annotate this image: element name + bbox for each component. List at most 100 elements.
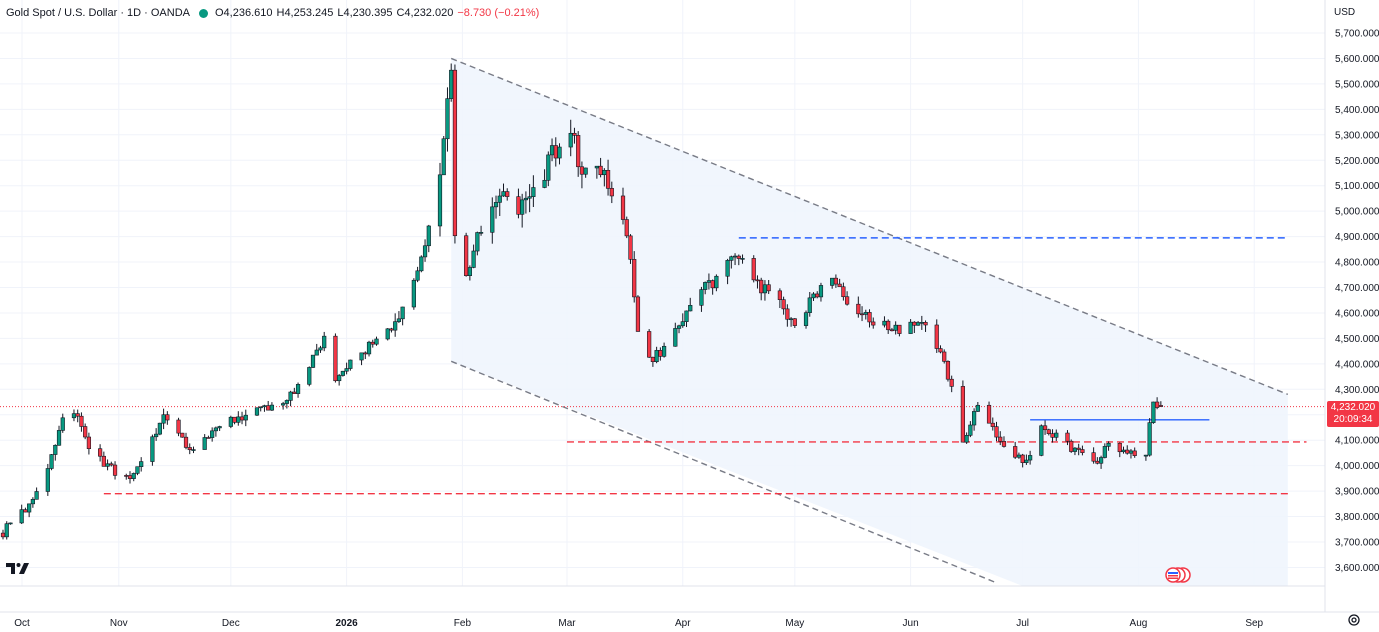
candle-down (949, 378, 954, 387)
candle-up (493, 202, 499, 208)
economic-events-icon[interactable] (1163, 567, 1199, 583)
candle-up (546, 154, 551, 181)
time-tick-label: May (785, 618, 804, 629)
candle-up (490, 206, 495, 233)
price-tick-label: 4,100.000 (1335, 436, 1379, 447)
candle-down (1065, 432, 1070, 442)
candle-down (1091, 452, 1096, 462)
candle-up (684, 310, 689, 322)
candle-up (400, 306, 405, 320)
candle-up (314, 349, 319, 356)
candle-up (1121, 449, 1126, 453)
price-tick-label: 3,600.000 (1335, 563, 1379, 574)
candle-up (419, 256, 424, 272)
candle-down (75, 413, 80, 417)
candle-down (751, 258, 756, 281)
candle-down (0, 532, 6, 538)
candle-down (1095, 460, 1100, 464)
candle-down (736, 255, 741, 259)
candle-down (841, 286, 846, 298)
candle-down (628, 235, 633, 260)
candle-up (269, 404, 275, 411)
time-axis[interactable]: Oct Nov Dec 2026 Feb Mar Apr May Jun Jul Aug Sep (0, 585, 1379, 629)
price-tick-label: 5,500.000 (1335, 79, 1379, 90)
candle-down (1050, 433, 1055, 438)
price-tick-label: 5,700.000 (1335, 29, 1379, 40)
candle-down (505, 191, 510, 197)
candle-up (542, 179, 547, 188)
candle-down (859, 313, 865, 316)
candle-up (830, 277, 835, 286)
time-tick-label: Jun (903, 618, 919, 629)
candle-up (243, 414, 248, 421)
time-tick-label: Aug (1130, 618, 1148, 629)
candle-up (56, 430, 62, 446)
candle-up (762, 284, 768, 294)
candle-down (994, 426, 999, 438)
candle-up (688, 305, 693, 312)
candle-up (34, 491, 39, 500)
candle-down (867, 312, 872, 323)
candle-up (411, 279, 416, 308)
candle-up (281, 403, 286, 406)
time-tick-label: Dec (222, 618, 240, 629)
candle-up (8, 522, 13, 525)
candle-up (964, 435, 969, 443)
candle-up (422, 245, 428, 258)
time-tick-label: Sep (1245, 618, 1263, 629)
candle-down (923, 322, 928, 326)
candle-up (740, 258, 745, 260)
candle-up (1128, 450, 1134, 454)
candle-up (661, 345, 667, 357)
candle-up (318, 347, 323, 351)
candle-up (568, 132, 573, 148)
candle-up (154, 433, 159, 438)
candle-up (893, 324, 898, 331)
candle-down (755, 279, 760, 282)
drawing-tools[interactable] (0, 57, 1325, 586)
candle-down (576, 135, 581, 168)
candle-down (624, 219, 629, 237)
candle-up (703, 282, 708, 290)
symbol-title[interactable]: Gold Spot / U.S. Dollar · 1D · OANDA (6, 7, 190, 19)
candle-up (449, 69, 454, 99)
candle-down (897, 324, 902, 334)
candle-up (501, 191, 506, 197)
legend-open: O4,236.610 (215, 7, 273, 19)
candle-up (706, 280, 712, 283)
candle-down (1158, 405, 1163, 407)
candle-up (475, 232, 480, 252)
candle-up (426, 225, 431, 247)
candle-up (1106, 442, 1111, 447)
candle-down (1132, 450, 1137, 456)
settings-gear-icon[interactable] (1347, 613, 1361, 627)
candle-down (766, 284, 771, 292)
candle-up (811, 293, 816, 299)
price-tick-label: 5,200.000 (1335, 156, 1379, 167)
candle-up (602, 169, 607, 176)
candle-down (83, 426, 88, 438)
candle-down (960, 386, 965, 443)
candle-up (60, 417, 65, 431)
candle-down (127, 475, 133, 479)
candle-up (968, 424, 973, 436)
candle-down (912, 321, 917, 326)
tradingview-logo-icon[interactable] (6, 562, 30, 576)
candle-down (579, 166, 585, 175)
currency-selector[interactable]: USD (1334, 7, 1356, 18)
candle-up (557, 146, 562, 159)
symbol-legend[interactable]: Gold Spot / U.S. Dollar · 1D · OANDA O4,… (6, 5, 539, 21)
candle-down (647, 331, 652, 358)
candle-down (938, 348, 943, 353)
candle-up (288, 391, 293, 401)
candle-up (217, 426, 222, 429)
candle-down (635, 296, 641, 332)
price-tick-label: 3,900.000 (1335, 487, 1379, 498)
price-axis[interactable]: 5,700.000 5,600.000 5,500.000 5,400.000 5,30… (1324, 0, 1379, 612)
legend-high: H4,253.245 (276, 7, 334, 19)
candle-down (109, 463, 114, 466)
candle-up (374, 338, 379, 345)
candle-up (30, 499, 35, 505)
candle-down (333, 335, 338, 382)
